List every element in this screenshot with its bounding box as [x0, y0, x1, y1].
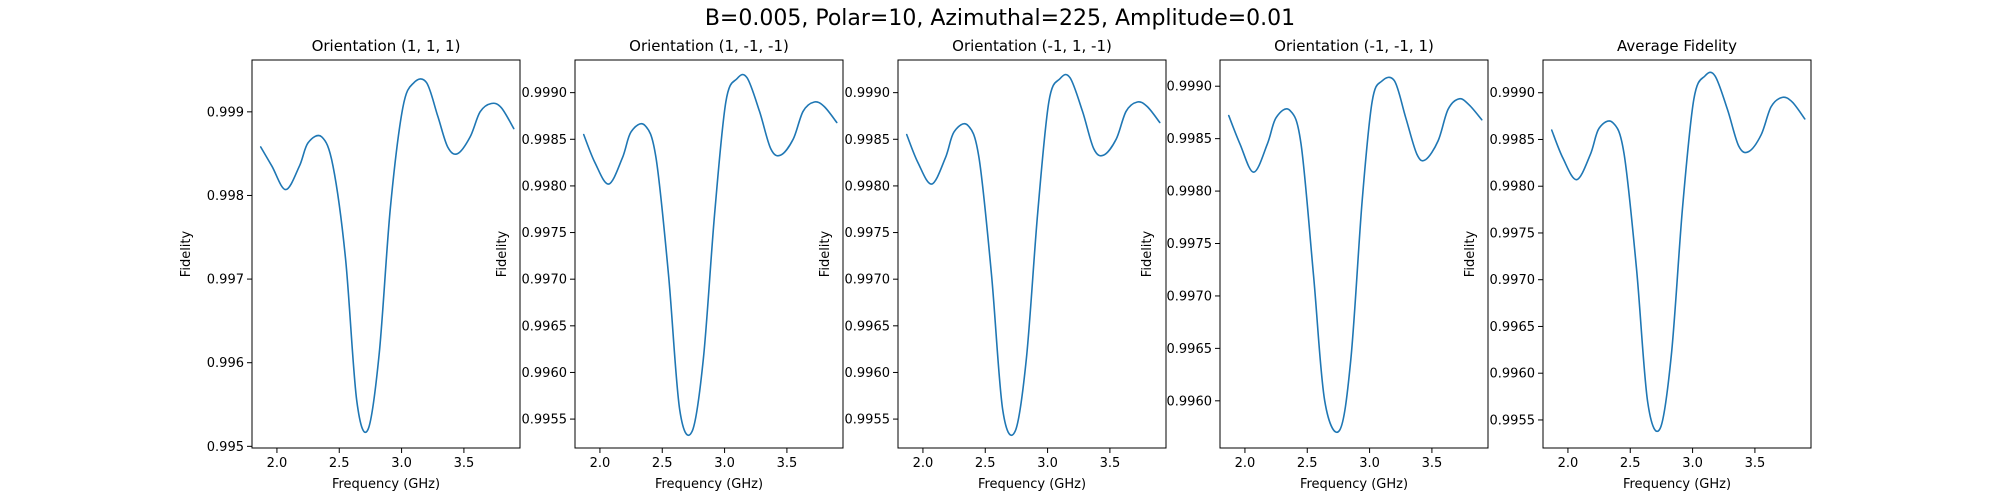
y-axis-label: Fidelity	[818, 230, 833, 277]
y-axis-label: Fidelity	[179, 230, 194, 277]
y-tick-label: 0.9965	[1490, 320, 1536, 335]
y-tick-label: 0.9955	[1490, 413, 1536, 428]
x-tick-label: 3.5	[1745, 456, 1766, 471]
y-tick-label: 0.996	[207, 356, 244, 371]
y-tick-label: 0.9985	[1490, 133, 1536, 148]
y-tick-label: 0.999	[207, 105, 244, 120]
y-tick-label: 0.9985	[845, 133, 891, 148]
x-tick-label: 3.0	[714, 456, 735, 471]
y-tick-label: 0.9960	[1490, 367, 1536, 382]
plot-frame	[1219, 59, 1489, 449]
y-tick-label: 0.9965	[1167, 342, 1213, 357]
fidelity-series-line	[905, 73, 1161, 436]
x-axis-label: Frequency (GHz)	[332, 477, 440, 492]
figure-title: B=0.005, Polar=10, Azimuthal=225, Amplit…	[704, 6, 1296, 31]
y-tick-label: 0.9980	[522, 179, 568, 194]
y-tick-label: 0.997	[207, 273, 244, 288]
y-tick-label: 0.9970	[845, 273, 891, 288]
x-tick-label: 2.5	[1297, 456, 1318, 471]
plot-frame	[897, 59, 1167, 449]
x-tick-label: 2.0	[267, 456, 288, 471]
subplot-title: Average Fidelity	[1617, 37, 1737, 55]
x-tick-label: 3.5	[454, 456, 475, 471]
plot-frame	[251, 59, 521, 449]
y-tick-label: 0.9975	[1490, 226, 1536, 241]
x-axis-label: Frequency (GHz)	[1300, 477, 1408, 492]
y-tick-label: 0.9990	[1167, 80, 1213, 95]
y-tick-label: 0.998	[207, 189, 244, 204]
fidelity-series-line	[1550, 71, 1806, 433]
x-axis-label: Frequency (GHz)	[1623, 477, 1731, 492]
y-tick-label: 0.9970	[522, 273, 568, 288]
fidelity-series-line	[1227, 76, 1483, 433]
x-tick-label: 3.0	[1682, 456, 1703, 471]
plot-frame	[574, 59, 844, 449]
subplot-title: Orientation (-1, -1, 1)	[1274, 37, 1434, 55]
x-tick-label: 2.5	[652, 456, 673, 471]
subplot-title: Orientation (1, 1, 1)	[312, 37, 461, 55]
y-tick-label: 0.9980	[1167, 185, 1213, 200]
y-tick-label: 0.995	[207, 440, 244, 455]
x-tick-label: 3.0	[391, 456, 412, 471]
y-tick-label: 0.9955	[845, 413, 891, 428]
y-tick-label: 0.9955	[522, 413, 568, 428]
y-tick-label: 0.9965	[845, 319, 891, 334]
y-tick-label: 0.9960	[1167, 394, 1213, 409]
fidelity-series-line	[259, 78, 515, 434]
x-tick-label: 2.0	[590, 456, 611, 471]
fidelity-series-line	[582, 73, 838, 436]
x-tick-label: 2.5	[975, 456, 996, 471]
x-tick-label: 3.0	[1359, 456, 1380, 471]
x-tick-label: 3.5	[1422, 456, 1443, 471]
x-axis-label: Frequency (GHz)	[978, 477, 1086, 492]
y-tick-label: 0.9985	[522, 133, 568, 148]
y-axis-label: Fidelity	[1463, 230, 1478, 277]
y-tick-label: 0.9970	[1167, 289, 1213, 304]
subplot-title: Orientation (1, -1, -1)	[629, 37, 789, 55]
x-tick-label: 2.5	[329, 456, 350, 471]
y-tick-label: 0.9985	[1167, 132, 1213, 147]
y-tick-label: 0.9990	[845, 86, 891, 101]
x-tick-label: 3.5	[1100, 456, 1121, 471]
y-axis-label: Fidelity	[1140, 230, 1155, 277]
y-tick-label: 0.9990	[1490, 86, 1536, 101]
x-tick-label: 2.0	[913, 456, 934, 471]
y-tick-label: 0.9965	[522, 319, 568, 334]
x-tick-label: 3.0	[1037, 456, 1058, 471]
y-tick-label: 0.9960	[845, 366, 891, 381]
y-tick-label: 0.9960	[522, 366, 568, 381]
y-tick-label: 0.9980	[845, 179, 891, 194]
y-tick-label: 0.9980	[1490, 180, 1536, 195]
plot-frame	[1542, 59, 1812, 449]
x-tick-label: 2.5	[1620, 456, 1641, 471]
y-axis-label: Fidelity	[495, 230, 510, 277]
y-tick-label: 0.9975	[845, 226, 891, 241]
y-tick-label: 0.9975	[522, 226, 568, 241]
y-tick-label: 0.9990	[522, 86, 568, 101]
x-tick-label: 2.0	[1235, 456, 1256, 471]
x-tick-label: 3.5	[777, 456, 798, 471]
subplot-title: Orientation (-1, 1, -1)	[952, 37, 1112, 55]
y-tick-label: 0.9970	[1490, 273, 1536, 288]
x-axis-label: Frequency (GHz)	[655, 477, 763, 492]
y-tick-label: 0.9975	[1167, 237, 1213, 252]
x-tick-label: 2.0	[1558, 456, 1579, 471]
